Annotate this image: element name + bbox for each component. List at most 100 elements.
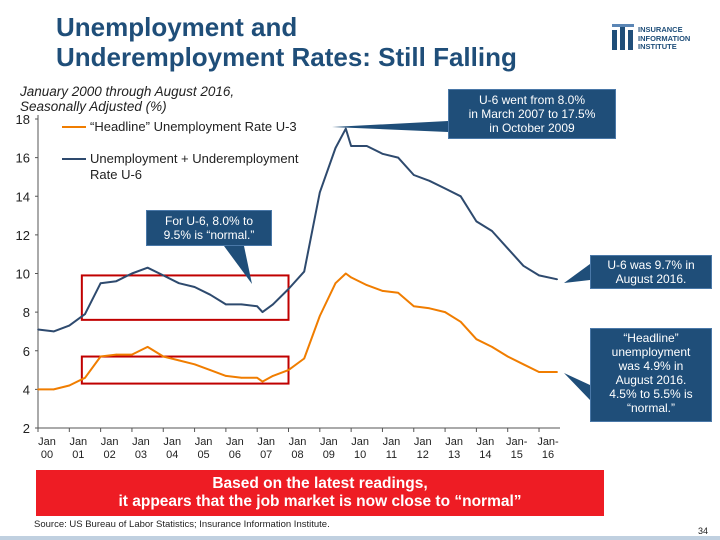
u6-data-point	[52, 330, 55, 333]
x-tick-label-month: Jan	[163, 436, 181, 448]
u6-data-point	[522, 265, 525, 267]
x-tick-label: Jan 01	[69, 436, 87, 461]
u6-data-point	[491, 230, 493, 232]
u3-series-line	[38, 272, 558, 391]
callout-u3-latest: “Headline” unemployment was 4.9% in Augu…	[590, 328, 712, 422]
banner-line-1: Based on the latest readings,	[212, 475, 428, 492]
x-tick-label-month: Jan-	[506, 436, 528, 448]
u6-data-point	[428, 180, 431, 182]
x-tick-label: Jan 06	[226, 436, 244, 461]
u6-data-point	[261, 311, 264, 313]
x-tick-label-year: 00	[41, 449, 53, 461]
u6-data-point	[287, 288, 290, 290]
callout-u6-normal-pointer	[224, 246, 252, 284]
u6-data-point	[99, 282, 102, 285]
u6-data-point	[334, 147, 337, 149]
u6-data-point	[240, 303, 243, 306]
x-tick-label: Jan 09	[320, 436, 338, 461]
x-tick-label: Jan 10	[351, 436, 369, 461]
u6-data-point	[459, 195, 462, 198]
x-tick-label-month: Jan	[226, 436, 244, 448]
y-tick-label: 6	[23, 344, 30, 359]
logo-line-1: INSURANCE	[638, 25, 683, 34]
x-tick-label-year: 03	[135, 449, 147, 461]
x-tick-label-month: Jan	[414, 436, 432, 448]
legend-u6-label: Unemployment + Underemployment Rate U-6	[90, 151, 299, 182]
u6-data-point	[413, 174, 415, 176]
u6-series-line	[37, 127, 558, 333]
x-tick-label: Jan 12	[414, 436, 432, 461]
callout-u3-latest-line-1: “Headline”	[623, 331, 679, 345]
u3-data-point	[459, 321, 462, 323]
u3-data-point	[146, 346, 149, 348]
callout-u6-range-pointer	[332, 121, 448, 132]
callout-u6-latest-line-2: August 2016.	[615, 272, 687, 286]
y-tick-label: 16	[16, 151, 30, 166]
callout-u6-latest-line-1: U-6 was 9.7% in	[607, 258, 695, 272]
highlight-boxes	[80, 274, 290, 385]
u6-data-point	[475, 220, 478, 223]
callout-u6-range: U-6 went from 8.0% in March 2007 to 17.5…	[448, 89, 616, 139]
u3-data-point	[475, 338, 478, 341]
u6-data-point	[350, 145, 352, 147]
series-lines	[37, 127, 558, 391]
x-tick-label-month: Jan	[257, 436, 275, 448]
u3-data-point	[256, 377, 259, 379]
normal-range-box	[80, 355, 290, 385]
u6-data-point	[538, 274, 540, 277]
x-tick-label-year: 05	[197, 449, 209, 461]
x-tick-label-year: 09	[323, 449, 335, 461]
u3-data-point	[84, 377, 86, 379]
x-tick-label-month: Jan	[69, 436, 87, 448]
u6-data-point	[319, 191, 321, 194]
u3-data-point	[428, 307, 431, 310]
u6-data-point	[506, 247, 509, 250]
u3-data-point	[556, 371, 558, 373]
u6-data-point	[37, 328, 39, 331]
u3-data-point	[538, 371, 540, 373]
x-tick-label-year: 08	[291, 449, 303, 461]
subtitle-line-1: January 2000 through August 2016,	[20, 84, 235, 99]
u6-data-point	[84, 313, 86, 315]
x-tick-label: Jan 03	[132, 436, 150, 461]
u3-data-point	[444, 311, 446, 313]
u6-data-point	[381, 153, 384, 155]
y-tick-label: 8	[23, 305, 30, 320]
x-tick-label: Jan 05	[195, 436, 213, 461]
x-tick-label: Jan 11	[383, 436, 401, 461]
u6-data-point	[345, 127, 347, 130]
x-tick-label: Jan-15	[506, 436, 528, 461]
bottom-divider	[0, 536, 720, 540]
callout-u6-range-line-2: in March 2007 to 17.5%	[468, 107, 596, 121]
callout-u6-range-line-1: U-6 went from 8.0%	[478, 93, 586, 107]
u3-data-point	[506, 355, 509, 358]
u6-data-point	[366, 145, 368, 147]
u3-data-point	[272, 375, 274, 377]
u3-data-point	[240, 377, 243, 379]
x-tick-label-month: Jan	[289, 436, 307, 448]
x-tick-label-year: 11	[386, 449, 397, 461]
x-tick-label-year: 01	[72, 449, 84, 461]
x-tick-label-month: Jan-	[537, 436, 559, 448]
callout-u3-latest-line-4: August 2016.	[615, 373, 687, 387]
x-tick-label: Jan 07	[257, 436, 275, 461]
x-tick-label: Jan 13	[445, 436, 463, 461]
u6-data-point	[146, 266, 149, 269]
y-tick-label: 2	[23, 421, 30, 436]
x-tick-label-month: Jan	[195, 436, 213, 448]
callout-u6-latest: U-6 was 9.7% in August 2016.	[590, 255, 712, 289]
conclusion-banner: Based on the latest readings, it appears…	[36, 470, 604, 516]
y-tick-label: 4	[23, 382, 30, 397]
x-tick-label-month: Jan	[132, 436, 150, 448]
u3-data-point	[225, 375, 227, 377]
u3-data-point	[68, 384, 71, 387]
u3-data-point	[319, 315, 321, 317]
x-tick-label-year: 15	[511, 449, 523, 461]
normal-range-box	[80, 274, 290, 321]
u6-data-point	[444, 187, 446, 190]
u3-data-point	[162, 355, 165, 358]
u3-data-point	[491, 346, 493, 348]
u3-data-point	[287, 369, 290, 371]
x-tick-label-month: Jan	[351, 436, 369, 448]
